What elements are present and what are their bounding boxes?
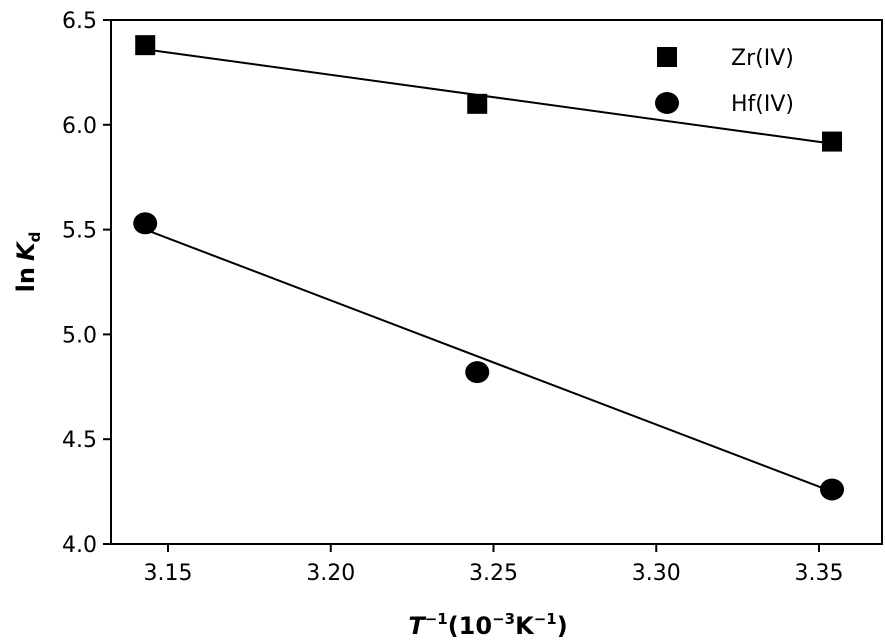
data-point-square <box>822 131 843 152</box>
x-tick-label: 3.30 <box>632 561 681 586</box>
data-point-circle <box>820 478 845 501</box>
y-axis-title: lnKd <box>12 232 44 293</box>
x-tick-label: 3.35 <box>795 561 844 586</box>
legend: Zr(IV) Hf(IV) <box>655 46 794 117</box>
x-axis-ticks: 3.15 3.20 3.25 3.30 3.35 <box>144 544 844 586</box>
y-axis-ticks: 4.0 4.5 5.0 5.5 6.0 6.5 <box>62 9 111 558</box>
y-tick-label: 6.5 <box>62 9 97 34</box>
fit-lines <box>144 48 833 493</box>
x-tick-label: 3.25 <box>469 561 518 586</box>
y-tick-label: 5.5 <box>62 219 97 244</box>
legend-label: Hf(IV) <box>731 92 794 117</box>
data-point-square <box>467 93 488 114</box>
y-tick-label: 4.5 <box>62 428 97 453</box>
x-tick-label: 3.20 <box>306 561 355 586</box>
data-point-circle <box>465 361 490 384</box>
y-tick-label: 6.0 <box>62 114 97 139</box>
fit-line <box>144 228 833 493</box>
legend-marker-circle <box>655 92 679 114</box>
legend-label: Zr(IV) <box>731 46 794 71</box>
plot-frame <box>110 19 883 545</box>
data-point-circle <box>133 212 158 235</box>
legend-marker-square <box>657 47 677 67</box>
data-point-square <box>135 35 156 56</box>
fit-line <box>145 48 833 145</box>
y-tick-label: 4.0 <box>62 533 97 558</box>
x-axis-title: T−1(10−3K−1) <box>408 610 567 640</box>
x-tick-label: 3.15 <box>144 561 193 586</box>
data-points <box>133 35 845 501</box>
y-tick-label: 5.0 <box>62 323 97 348</box>
